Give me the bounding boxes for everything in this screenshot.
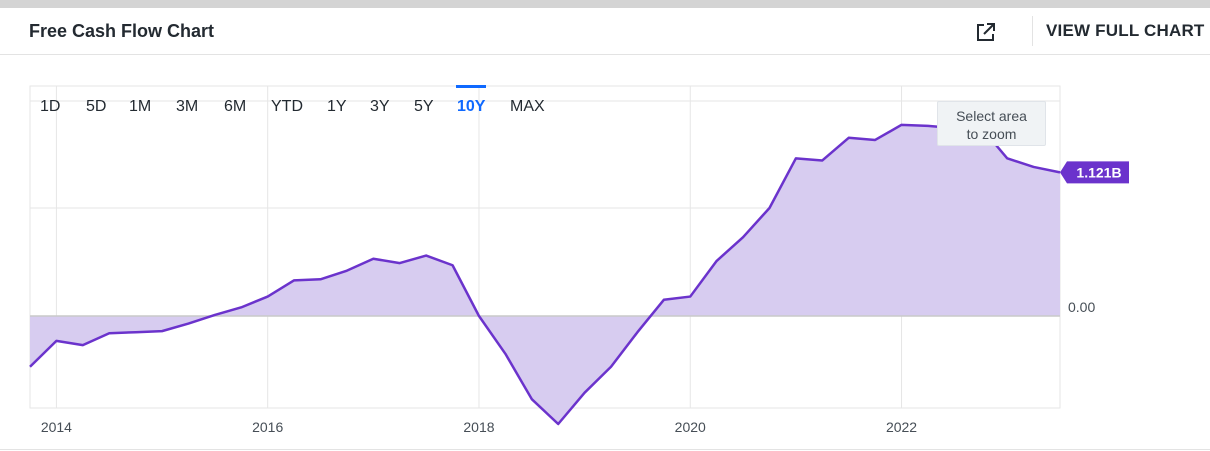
external-link-icon[interactable] [975,21,997,43]
bottom-divider [0,449,1210,450]
range-3m[interactable]: 3M [176,98,199,115]
chart-title: Free Cash Flow Chart [29,21,215,41]
chart-header: Free Cash Flow Chart VIEW FULL CHART [0,8,1210,55]
series-area [30,124,1060,424]
x-tick-label: 2022 [886,419,917,435]
range-max[interactable]: MAX [510,98,545,115]
range-ytd[interactable]: YTD [271,98,303,115]
x-tick-label: 2018 [463,419,494,435]
y-tick-label: 0.00 [1068,299,1095,315]
range-1y[interactable]: 1Y [327,98,347,115]
header-divider [1032,16,1033,46]
x-tick-label: 2016 [252,419,283,435]
last-value-label: 1.121B [1076,164,1121,180]
range-5y[interactable]: 5Y [414,98,434,115]
last-value-badge [1060,161,1129,184]
series-line [29,123,1061,426]
zoom-hint: Select area to zoom [937,101,1046,146]
range-6m[interactable]: 6M [224,98,247,115]
range-3y[interactable]: 3Y [370,98,390,115]
range-5d[interactable]: 5D [86,98,107,115]
range-active-indicator [456,85,486,88]
zoom-hint-line2: to zoom [966,126,1017,142]
x-tick-label: 2014 [41,419,72,435]
view-full-chart-button[interactable]: VIEW FULL CHART [1046,21,1205,40]
range-10y[interactable]: 10Y [457,98,486,115]
zoom-hint-line1: Select area [956,108,1027,124]
range-1d[interactable]: 1D [40,98,61,115]
x-tick-label: 2020 [675,419,706,435]
range-1m[interactable]: 1M [129,98,152,115]
top-bar [0,0,1210,8]
